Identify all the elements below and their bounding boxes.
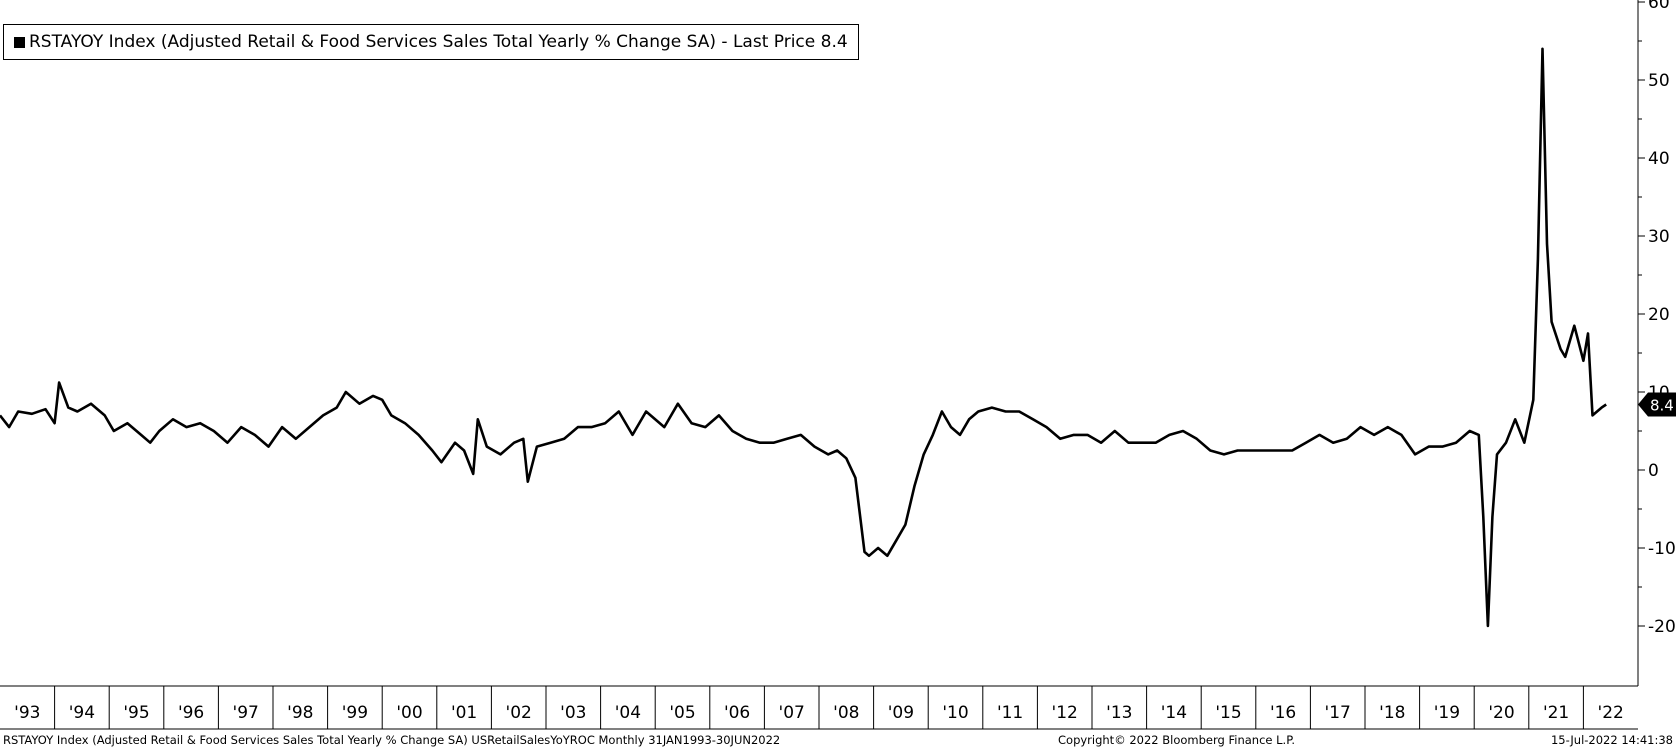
x-tick-label: '10 [942, 703, 968, 723]
axes [0, 0, 1639, 730]
x-tick-label: '14 [1161, 703, 1187, 723]
x-tick-label: '17 [1325, 703, 1351, 723]
y-tick-label: 60 [1648, 0, 1670, 13]
footer-copyright: Copyright© 2022 Bloomberg Finance L.P. [1058, 733, 1295, 747]
x-tick-label: '96 [178, 703, 204, 723]
x-tick-label: '21 [1543, 703, 1569, 723]
x-ticks: '93 '94 '95 '96 '97 '98 '99 '00 '01 '02 '03 '04 '05 '… [14, 686, 1624, 729]
x-tick-label: '02 [506, 703, 532, 723]
x-tick-label: '20 [1488, 703, 1514, 723]
legend: RSTAYOY Index (Adjusted Retail & Food Se… [3, 24, 859, 60]
footer-description: RSTAYOY Index (Adjusted Retail & Food Se… [3, 733, 781, 747]
x-tick-label: '04 [615, 703, 641, 723]
x-tick-label: '00 [396, 703, 422, 723]
x-tick-label: '12 [1052, 703, 1078, 723]
x-tick-label: '98 [287, 703, 313, 723]
x-tick-label: '94 [69, 703, 95, 723]
x-tick-label: '08 [833, 703, 859, 723]
y-tick-label: 50 [1648, 71, 1670, 91]
y-tick-label: 0 [1648, 461, 1659, 481]
x-tick-label: '11 [997, 703, 1023, 723]
last-price-tag [1638, 392, 1676, 417]
footer-timestamp: 15-Jul-2022 14:41:38 [1550, 733, 1673, 747]
x-tick-label: '97 [233, 703, 259, 723]
x-tick-label: '07 [779, 703, 805, 723]
y-tick-label: -10 [1648, 539, 1676, 559]
x-tick-label: '09 [888, 703, 914, 723]
y-tick-label: -20 [1648, 617, 1676, 637]
x-tick-label: '99 [342, 703, 368, 723]
x-tick-label: '05 [669, 703, 695, 723]
last-price-marker: 8.4 [1638, 392, 1676, 417]
x-tick-label: '15 [1215, 703, 1241, 723]
y-tick-label: 30 [1648, 227, 1670, 247]
y-tick-label: 20 [1648, 305, 1670, 325]
x-tick-label: '95 [123, 703, 149, 723]
y-ticks: 6050403020100-10-20 [1638, 0, 1676, 637]
retail-sales-yoy-line [0, 47, 1607, 628]
x-tick-label: '93 [14, 703, 40, 723]
y-tick-label: 40 [1648, 149, 1670, 169]
x-tick-label: '13 [1106, 703, 1132, 723]
x-tick-label: '18 [1379, 703, 1405, 723]
x-tick-label: '03 [560, 703, 586, 723]
x-tick-label: '22 [1598, 703, 1624, 723]
legend-label: RSTAYOY Index (Adjusted Retail & Food Se… [29, 32, 848, 52]
x-tick-label: '06 [724, 703, 750, 723]
x-tick-label: '19 [1434, 703, 1460, 723]
x-tick-label: '01 [451, 703, 477, 723]
legend-swatch [14, 36, 25, 48]
last-price-label: 8.4 [1650, 396, 1674, 414]
x-tick-label: '16 [1270, 703, 1296, 723]
